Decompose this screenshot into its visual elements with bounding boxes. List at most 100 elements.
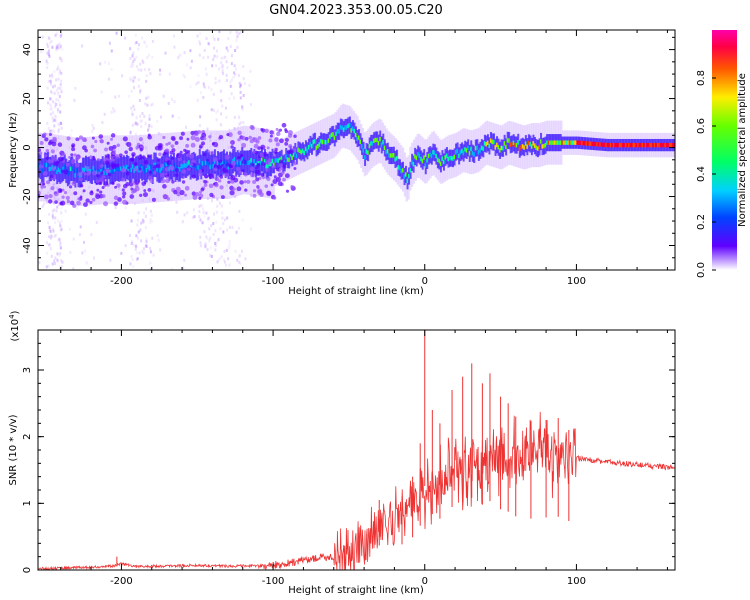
ridge-core [471, 151, 474, 156]
ridge-core [656, 142, 659, 148]
ridge-core [270, 161, 273, 167]
ridge-core [629, 142, 632, 148]
ridge-scatter [212, 157, 218, 162]
noise-speckle [54, 221, 57, 225]
ridge-scatter [167, 141, 171, 146]
ridge-core [391, 153, 394, 158]
ridge-scatter [192, 195, 198, 200]
ridge-core [423, 155, 426, 160]
ridge-core [62, 166, 65, 172]
colorbar-tick-label: 0.0 [696, 262, 707, 278]
ridge-scatter [292, 161, 297, 166]
noise-speckle [146, 103, 149, 107]
noise-speckle [57, 77, 60, 81]
noise-speckle [114, 206, 117, 210]
ridge-scatter [244, 136, 249, 141]
noise-speckle [132, 243, 135, 247]
noise-speckle [226, 228, 229, 232]
noise-speckle [198, 40, 201, 44]
ridge-core [385, 149, 388, 155]
noise-speckle [41, 204, 44, 208]
ridge-core [204, 160, 207, 165]
noise-speckle [236, 258, 239, 262]
ridge-core [321, 139, 324, 145]
ridge-core [359, 139, 362, 145]
noise-speckle [57, 122, 60, 126]
ridge-core [605, 142, 608, 148]
noise-speckle [90, 233, 93, 237]
noise-speckle [235, 30, 238, 34]
noise-speckle [167, 101, 170, 105]
ridge-scatter [220, 195, 225, 200]
ridge-core [395, 156, 398, 161]
ridge-scatter [266, 176, 271, 182]
noise-speckle [226, 66, 229, 70]
ridge-core [56, 169, 59, 175]
noise-speckle [239, 121, 242, 125]
noise-speckle [189, 66, 192, 70]
noise-speckle [200, 204, 203, 208]
ridge-core [351, 126, 354, 131]
ridge-core [179, 167, 182, 172]
ridge-core [318, 142, 321, 147]
noise-speckle [49, 107, 52, 111]
noise-speckle [220, 112, 223, 116]
ridge-core [66, 171, 69, 177]
ridge-core [314, 139, 317, 144]
ridge-core [558, 140, 561, 145]
noise-speckle [156, 119, 159, 123]
noise-speckle [57, 219, 60, 223]
ridge-core [643, 142, 646, 148]
noise-speckle [136, 122, 139, 126]
noise-speckle [222, 258, 225, 262]
ridge-scatter [278, 138, 284, 144]
noise-speckle [57, 65, 60, 69]
noise-speckle [129, 130, 132, 134]
ridge-core [347, 123, 350, 129]
noise-speckle [139, 119, 142, 123]
ridge-scatter [100, 171, 104, 175]
ridge-scatter [275, 127, 279, 131]
noise-speckle [91, 129, 94, 133]
noise-speckle [95, 220, 98, 224]
ridge-scatter [50, 174, 54, 179]
ridge-core [200, 164, 203, 170]
ridge-scatter [271, 131, 274, 135]
noise-speckle [130, 106, 133, 110]
noise-speckle [218, 67, 221, 71]
ridge-core [75, 168, 78, 173]
spectrogram-x-tick-label: 0 [422, 276, 428, 287]
ridge-scatter [201, 141, 206, 146]
ridge-scatter [255, 177, 260, 182]
ridge-core [115, 166, 118, 171]
ridge-core [621, 142, 624, 148]
ridge-core [339, 124, 342, 130]
ridge-scatter [111, 164, 117, 170]
noise-speckle [218, 201, 221, 205]
noise-speckle [61, 260, 64, 264]
ridge-core [172, 162, 175, 167]
ridge-core [535, 145, 538, 150]
ridge-core [508, 138, 511, 143]
ridge-core [362, 148, 365, 153]
noise-speckle [53, 130, 56, 134]
ridge-scatter [252, 193, 257, 198]
noise-speckle [145, 74, 148, 78]
noise-speckle [144, 214, 147, 218]
ridge-scatter [220, 163, 224, 167]
noise-speckle [58, 56, 61, 60]
noise-speckle [216, 259, 219, 263]
ridge-scatter [39, 164, 44, 169]
ridge-scatter [45, 156, 49, 160]
ridge-scatter [70, 153, 74, 157]
ridge-scatter [61, 188, 65, 192]
ridge-core [129, 168, 131, 173]
ridge-scatter [50, 159, 54, 163]
ridge-core [333, 135, 336, 141]
noise-speckle [151, 102, 154, 106]
noise-speckle [229, 84, 232, 88]
ridge-core [461, 148, 464, 154]
ridge-core [338, 129, 341, 134]
noise-speckle [190, 59, 193, 63]
noise-speckle [145, 239, 148, 243]
